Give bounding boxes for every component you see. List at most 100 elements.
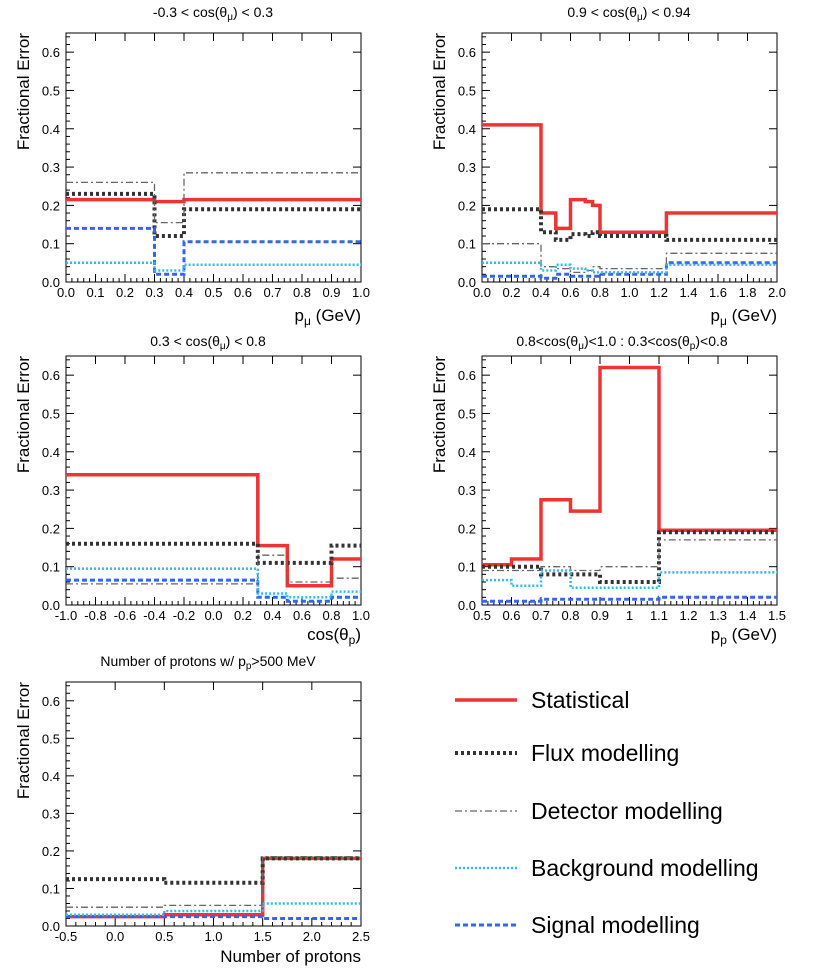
panel-3-ytick-label: 0.5 <box>42 406 60 421</box>
panel-1: -0.3 < cos(θμ) < 0.3 0.0 0.1 0.2 0.3 0.4 0.5 0… <box>14 4 370 328</box>
panel-4: 0.8<cos(θμ)<1.0 : 0.3<cos(θp)<0.8 0.5 0.6… <box>430 333 786 647</box>
panel-1-series-flux <box>66 191 361 238</box>
panel-3-ytick-label: 0.1 <box>42 560 60 575</box>
panel-2-ytick-label: 0.0 <box>458 275 476 290</box>
panel-3-series-det <box>66 554 361 585</box>
panel-4-ytick-label: 0.2 <box>458 521 476 536</box>
panel-5-xtick-label: 1.0 <box>204 929 222 944</box>
panel-4-xlabel: pp (GeV) <box>711 625 777 647</box>
legend-label-sig: Signal modelling <box>531 912 700 938</box>
panel-2-xtick-label: 2.0 <box>768 285 786 300</box>
panel-3-ylabel: Fractional Error <box>14 356 33 473</box>
panel-1-xtick-label: 0.2 <box>116 285 134 300</box>
panel-5: Number of protons w/ pp>500 MeV -0.5 0.0 0… <box>14 653 370 966</box>
panel-2-xtick-label: 1.2 <box>650 285 668 300</box>
panel-5-ytick-label: 0.1 <box>42 881 60 896</box>
panel-4-title: 0.8<cos(θμ)<1.0 : 0.3<cos(θp)<0.8 <box>516 333 728 352</box>
panel-5-ytick-label: 0.0 <box>42 919 60 934</box>
panel-5-series-bkg <box>66 902 361 916</box>
panel-5-series-sig <box>66 915 361 920</box>
panel-4-xtick-label: 1.5 <box>768 608 786 623</box>
panel-2-ytick-label: 0.6 <box>458 45 476 60</box>
panel-4-xtick-label: 1.2 <box>679 608 697 623</box>
panel-3-xtick-label: 0.6 <box>293 608 311 623</box>
panel-3-series-sig <box>66 578 361 603</box>
panel-1-ytick-label: 0.1 <box>42 237 60 252</box>
panel-4-xtick-label: 1.4 <box>738 608 756 623</box>
panel-4-series-stat <box>482 365 777 567</box>
panel-5-xtick-label: 0.5 <box>155 929 173 944</box>
panel-3-ytick-label: 0.6 <box>42 368 60 383</box>
panel-1-xtick-label: 0.9 <box>322 285 340 300</box>
panel-5-series-flux <box>66 856 361 885</box>
panel-3-xtick-label: -0.4 <box>143 608 165 623</box>
panel-1-ytick-label: 0.4 <box>42 122 60 137</box>
legend-label-stat: Statistical <box>531 687 629 713</box>
panel-3-xtick-label: 1.0 <box>352 608 370 623</box>
panel-4-xtick-label: 1.1 <box>650 608 668 623</box>
panel-2-series-det <box>482 243 777 274</box>
panel-5-ytick-label: 0.6 <box>42 694 60 709</box>
panel-2-series-flux <box>482 207 777 242</box>
panel-4-ytick-label: 0.3 <box>458 483 476 498</box>
panel-4-ytick-label: 0.4 <box>458 445 476 460</box>
panel-5-ytick-label: 0.5 <box>42 731 60 746</box>
panel-1-xtick-label: 0.1 <box>86 285 104 300</box>
panel-2-xtick-label: 0.4 <box>532 285 550 300</box>
panel-2-series-stat <box>482 123 777 234</box>
panel-5-xtick-label: 1.5 <box>254 929 272 944</box>
panel-3-ytick-label: 0.0 <box>42 598 60 613</box>
panel-5-ylabel: Fractional Error <box>14 682 33 799</box>
panel-3-xlabel: cos(θp) <box>307 625 361 647</box>
panel-3-ytick-label: 0.3 <box>42 483 60 498</box>
panel-2-ytick-label: 0.5 <box>458 83 476 98</box>
panel-3: 0.3 < cos(θμ) < 0.8 -1.0 -0.8 -0.6 -0.4 -0.2… <box>14 333 370 647</box>
panel-3-xtick-label: 0.4 <box>263 608 281 623</box>
panel-3-xtick-label: 0.0 <box>204 608 222 623</box>
panel-5-xlabel: Number of protons <box>220 947 361 966</box>
panel-2-xtick-label: 0.6 <box>561 285 579 300</box>
panel-4-xtick-label: 0.7 <box>532 608 550 623</box>
legend: Statistical Flux modelling Detector mode… <box>455 687 759 938</box>
panel-1-xtick-label: 0.6 <box>234 285 252 300</box>
panel-4-series-bkg <box>482 569 777 590</box>
panel-5-series-stat <box>66 856 361 919</box>
panel-1-xlabel: pμ (GeV) <box>295 306 361 328</box>
panel-3-xtick-label: -0.8 <box>84 608 106 623</box>
panel-3-xtick-label: -0.2 <box>173 608 195 623</box>
panel-5-xtick-label: 2.0 <box>303 929 321 944</box>
panel-2-xtick-label: 1.4 <box>679 285 697 300</box>
panel-3-xtick-label: 0.2 <box>234 608 252 623</box>
panel-1-series-stat <box>66 197 361 204</box>
panel-1-xtick-label: 0.4 <box>175 285 193 300</box>
panel-4-xtick-label: 0.9 <box>591 608 609 623</box>
panel-1-xtick-label: 0.3 <box>145 285 163 300</box>
panel-2-ytick-label: 0.1 <box>458 237 476 252</box>
panel-4-xtick-label: 1.3 <box>709 608 727 623</box>
panel-1-xtick-label: 0.8 <box>293 285 311 300</box>
panel-1-ytick-label: 0.3 <box>42 160 60 175</box>
panel-3-xtick-label: -0.6 <box>114 608 136 623</box>
panel-2-ytick-label: 0.4 <box>458 122 476 137</box>
panel-4-xtick-label: 1 <box>626 608 633 623</box>
panel-1-ytick-label: 0.0 <box>42 275 60 290</box>
panel-1-title: -0.3 < cos(θμ) < 0.3 <box>153 4 273 23</box>
panel-4-xtick-label: 0.5 <box>473 608 491 623</box>
panel-1-xtick-label: 0.7 <box>263 285 281 300</box>
panel-1-ytick-label: 0.5 <box>42 83 60 98</box>
panel-1-ytick-label: 0.2 <box>42 198 60 213</box>
panel-5-ytick-label: 0.4 <box>42 769 60 784</box>
panel-4-ytick-label: 0.5 <box>458 406 476 421</box>
panel-2-ytick-label: 0.2 <box>458 198 476 213</box>
panel-2-frame <box>481 32 778 283</box>
panel-5-xtick-label: -0.5 <box>55 929 77 944</box>
panel-1-xtick-label: 0.0 <box>57 285 75 300</box>
panel-5-ytick-label: 0.3 <box>42 806 60 821</box>
panel-1-xtick-label: 0.5 <box>204 285 222 300</box>
panel-5-series-det <box>66 855 361 908</box>
panel-2-ylabel: Fractional Error <box>430 33 449 150</box>
panel-4-ylabel: Fractional Error <box>430 356 449 473</box>
panel-3-series-bkg <box>66 567 361 599</box>
panel-4-xtick-label: 0.6 <box>502 608 520 623</box>
panel-5-xtick-label: 2.5 <box>352 929 370 944</box>
